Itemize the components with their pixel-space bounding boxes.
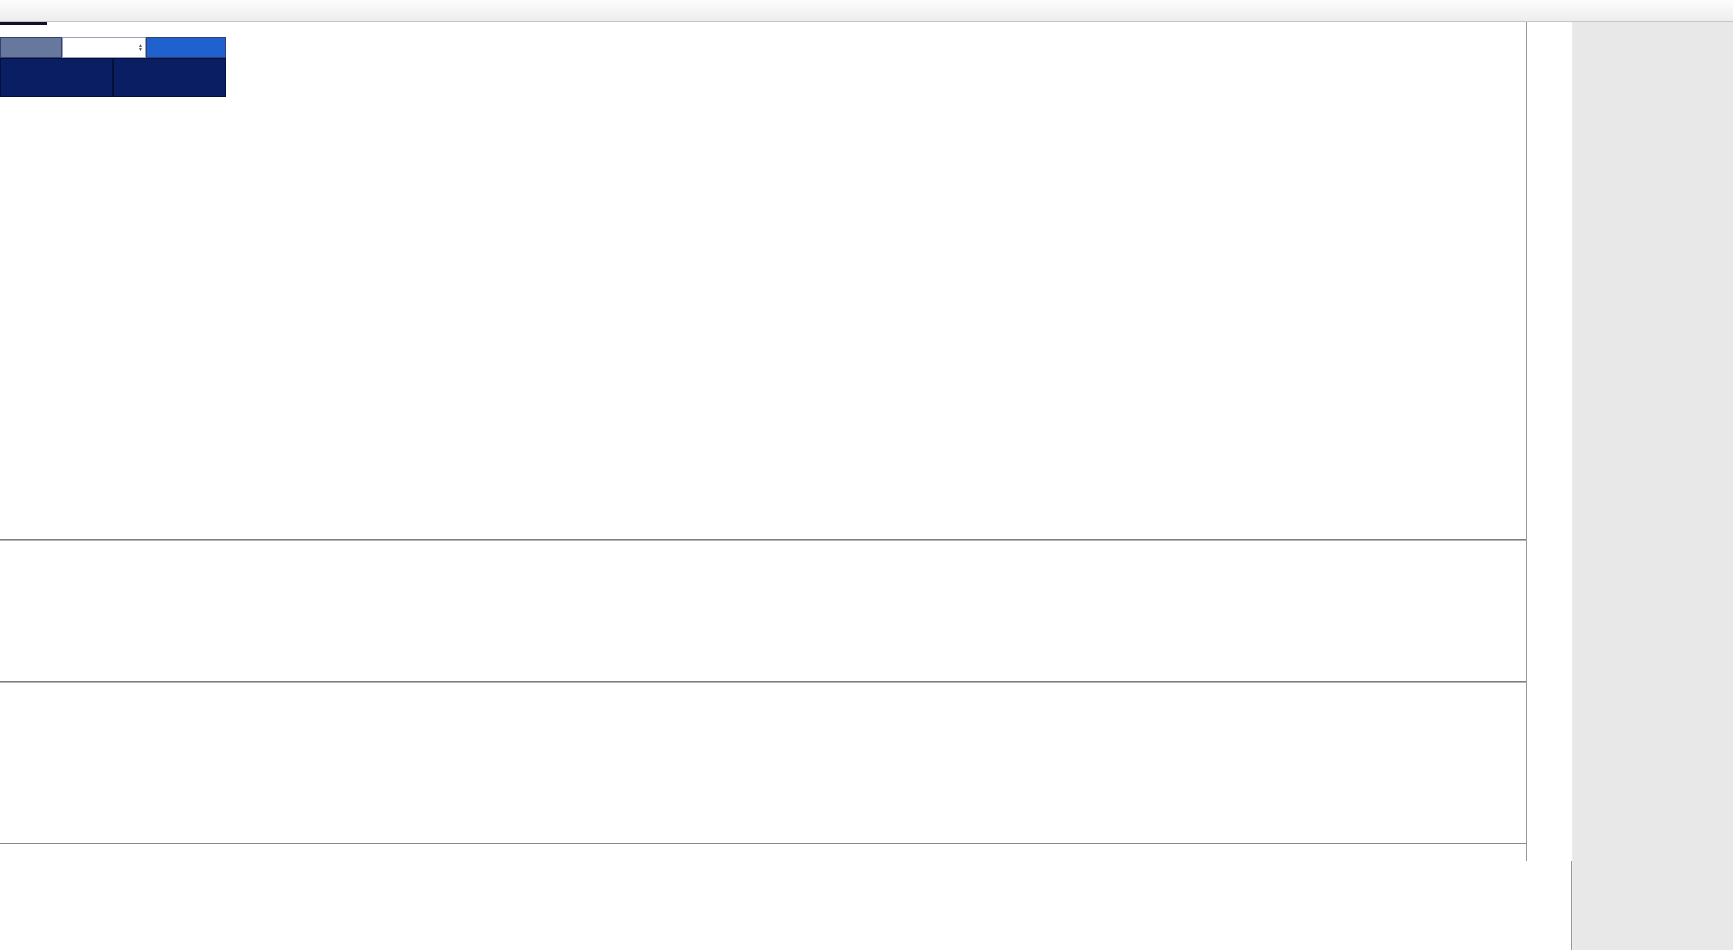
time-axis[interactable] xyxy=(0,843,1526,861)
main-chart-canvas[interactable] xyxy=(0,22,1526,539)
right-empty-panel xyxy=(1573,22,1733,950)
sell-price[interactable] xyxy=(1,59,112,96)
buy-price[interactable] xyxy=(114,59,225,96)
sell-button[interactable] xyxy=(0,37,62,58)
price-axis[interactable] xyxy=(1526,22,1572,861)
chart-ohlc-strip xyxy=(0,22,47,25)
macd-pane-canvas[interactable] xyxy=(0,541,1526,681)
pane-separator[interactable] xyxy=(0,539,1572,541)
rsi-pane-canvas[interactable] xyxy=(0,683,1526,843)
main-toolbar xyxy=(0,0,1733,22)
pane-separator[interactable] xyxy=(0,681,1572,683)
buy-button[interactable] xyxy=(146,37,226,58)
one-click-trading-widget: ▲ ▼ xyxy=(0,37,226,97)
volume-field[interactable]: ▲ ▼ xyxy=(62,37,146,58)
volume-spinner[interactable]: ▲ ▼ xyxy=(138,42,143,53)
chart-window-dj30-daily[interactable]: ▲ ▼ xyxy=(0,22,1572,950)
